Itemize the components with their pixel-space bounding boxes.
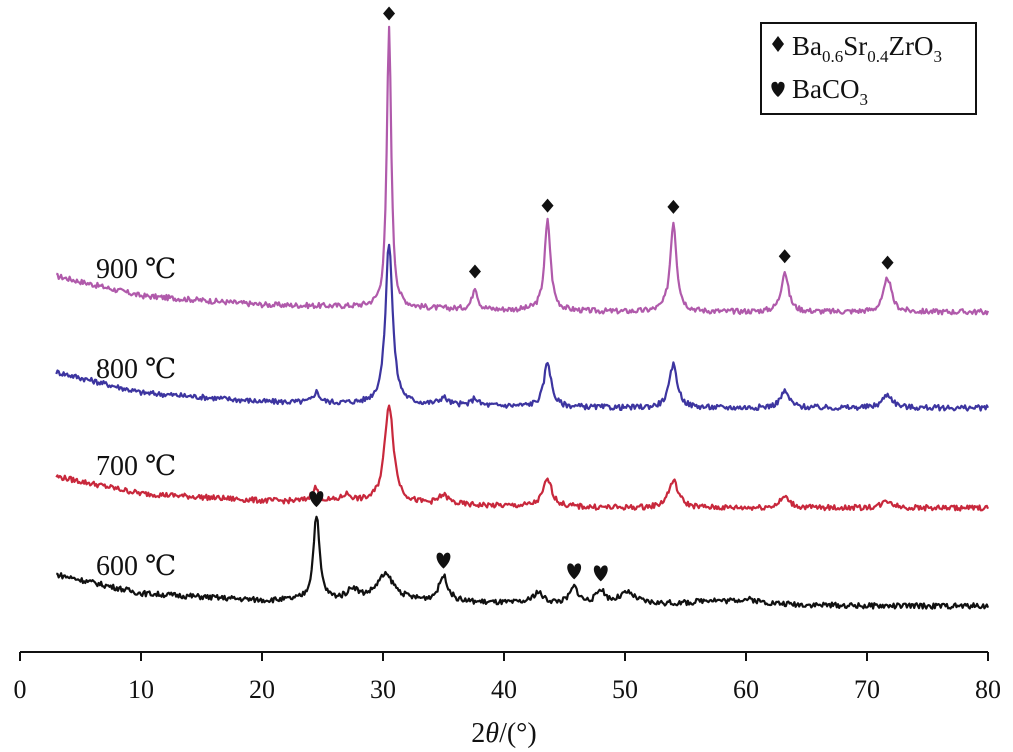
diamond-marker: [383, 6, 396, 21]
peak-markers: [309, 6, 894, 582]
series-line: [56, 515, 990, 610]
pattern-curves: [55, 25, 990, 610]
diamond-marker: [541, 198, 554, 213]
x-axis: 0 10 20 30 40 50 60 70 80: [14, 651, 1001, 704]
x-tick-label: 0: [14, 675, 27, 704]
x-tick-label: 10: [128, 675, 154, 704]
series-line: [55, 243, 989, 412]
x-axis-label-prefix: 2: [471, 718, 485, 749]
heart-marker: [593, 565, 608, 582]
diamond-marker: [468, 264, 481, 279]
heart-marker: [567, 563, 582, 580]
temperature-labels: 900 ℃ 800 ℃ 700 ℃ 600 ℃: [96, 254, 176, 582]
x-tick-label: 20: [249, 675, 275, 704]
diamond-marker: [667, 199, 680, 214]
series-line: [56, 25, 990, 316]
x-tick-label: 80: [975, 675, 1001, 704]
x-tick-label: 50: [612, 675, 638, 704]
x-axis-label: 2θ/(°): [471, 718, 536, 749]
heart-marker: [436, 552, 451, 569]
series-label: 800 ℃: [96, 354, 176, 385]
x-axis-label-unit: /(°): [499, 718, 537, 749]
x-tick-label: 60: [733, 675, 759, 704]
series-label: 700 ℃: [96, 451, 176, 482]
legend-diamond-icon: [772, 36, 784, 52]
diamond-marker: [881, 255, 894, 270]
legend-heart-icon: [771, 81, 785, 97]
legend-box: [760, 22, 977, 115]
legend: Ba0.6Sr0.4ZrO3 BaCO3: [760, 22, 977, 115]
x-axis-label-symbol: θ: [485, 718, 499, 749]
series-label: 600 ℃: [96, 551, 176, 582]
x-ticks: 0 10 20 30 40 50 60 70 80: [14, 652, 1001, 704]
diamond-marker: [778, 249, 791, 264]
x-tick-label: 40: [491, 675, 517, 704]
heart-marker: [309, 491, 324, 508]
series-line: [55, 404, 990, 512]
x-tick-label: 30: [370, 675, 396, 704]
x-tick-label: 70: [854, 675, 880, 704]
legend-entry-baco3: BaCO3: [792, 74, 868, 109]
series-label: 900 ℃: [96, 254, 176, 285]
legend-entry-bszo: Ba0.6Sr0.4ZrO3: [792, 31, 942, 66]
